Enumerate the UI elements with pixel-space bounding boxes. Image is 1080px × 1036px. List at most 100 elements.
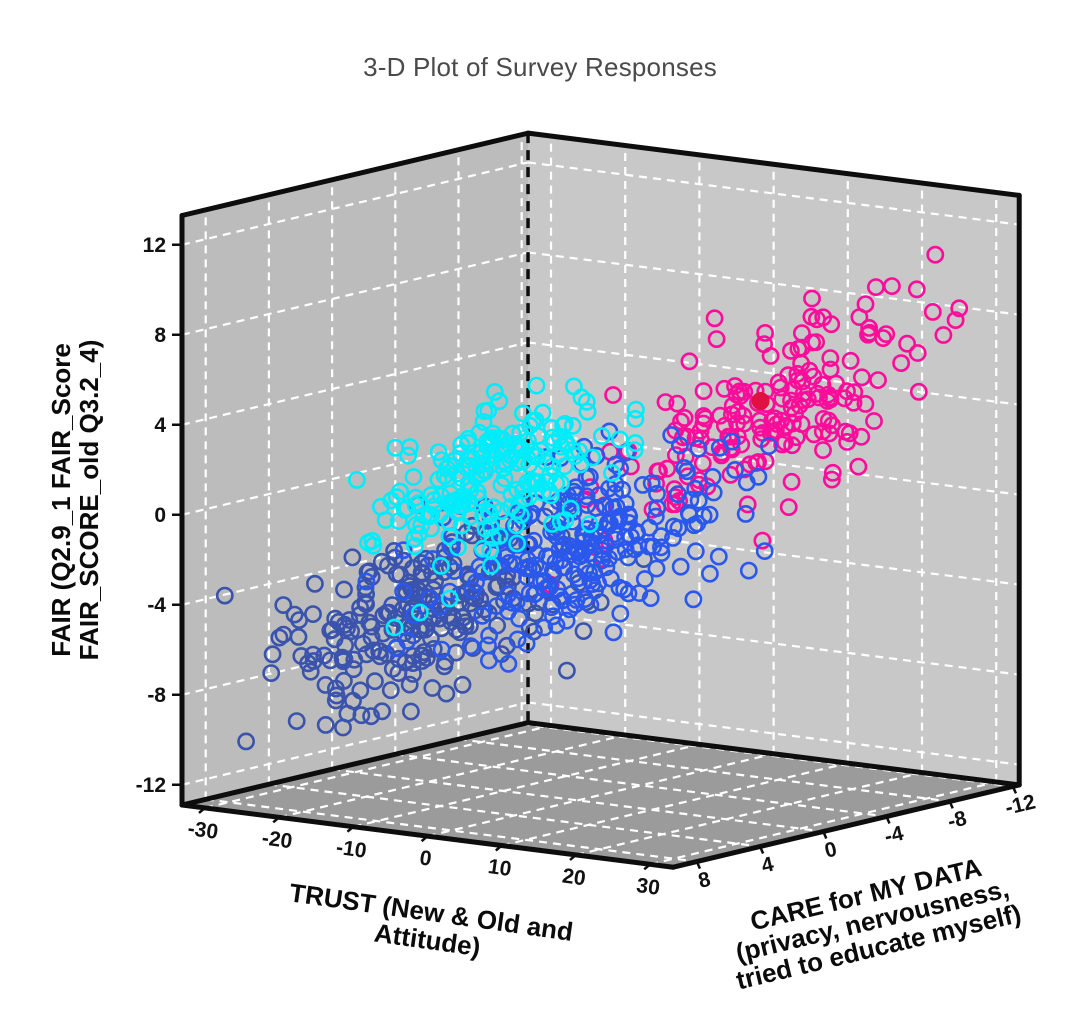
scatter-point bbox=[490, 527, 509, 545]
scatter-point bbox=[641, 589, 660, 607]
scatter-point bbox=[274, 625, 293, 644]
grid-floor-trust bbox=[575, 771, 923, 856]
scatter-point bbox=[753, 531, 772, 550]
scatter-point bbox=[735, 414, 754, 433]
z-axis-label-line1: FAIR (Q2.9_1 FAIR_Score bbox=[46, 343, 76, 657]
scatter-point bbox=[262, 664, 281, 682]
scatter-point bbox=[382, 491, 401, 510]
scatter-point bbox=[383, 660, 402, 678]
scatter-point bbox=[359, 533, 377, 552]
scatter-point bbox=[394, 541, 413, 560]
scatter-point bbox=[493, 444, 512, 463]
scatter-point bbox=[670, 491, 688, 510]
scatter-point bbox=[482, 556, 500, 575]
scatter-point bbox=[606, 455, 625, 474]
scatter-point bbox=[389, 512, 408, 530]
scatter-point bbox=[518, 568, 536, 586]
scatter-point bbox=[629, 536, 648, 554]
x-tick-label: 10 bbox=[487, 855, 513, 881]
scatter-point bbox=[385, 618, 404, 637]
scatter-point bbox=[773, 389, 792, 408]
scatter-point bbox=[849, 457, 868, 476]
scatter-point bbox=[374, 606, 393, 625]
x-tick-mark bbox=[569, 853, 577, 861]
scatter-point bbox=[675, 459, 694, 477]
scatter-point bbox=[440, 589, 459, 608]
scatter-point bbox=[671, 557, 690, 576]
grid-floor-trust bbox=[204, 724, 552, 809]
scatter-point bbox=[737, 473, 756, 492]
scatter-point bbox=[463, 526, 481, 545]
scatter-point bbox=[950, 299, 969, 318]
scatter-point bbox=[819, 411, 838, 430]
scatter-point bbox=[449, 538, 467, 557]
scatter-point bbox=[321, 651, 340, 670]
scatter-point bbox=[625, 441, 644, 460]
scatter-point bbox=[656, 393, 675, 411]
scatter-point bbox=[669, 519, 688, 538]
grid-floor-trust bbox=[649, 780, 997, 866]
scatter-point bbox=[664, 529, 682, 547]
scatter-point bbox=[274, 596, 293, 614]
scatter-point bbox=[442, 539, 461, 557]
scatter-point bbox=[684, 590, 703, 609]
x-axis-label: TRUST (New & Old and Attitude) bbox=[288, 877, 575, 962]
scatter-point bbox=[263, 645, 282, 664]
scatter-point bbox=[492, 476, 511, 494]
scatter-point bbox=[412, 554, 431, 573]
scatter-point bbox=[362, 707, 380, 726]
scatter-point bbox=[580, 515, 599, 533]
grid-left-wall-horizontal bbox=[181, 251, 529, 336]
scatter-point bbox=[394, 582, 412, 601]
scatter-point bbox=[437, 459, 456, 478]
scatter-point bbox=[525, 585, 544, 604]
scatter-point bbox=[502, 447, 521, 466]
scatter-point bbox=[761, 346, 780, 365]
scatter-point bbox=[554, 416, 572, 435]
scatter-point bbox=[923, 302, 942, 321]
x-tick-mark bbox=[495, 844, 503, 852]
scatter-point bbox=[578, 402, 597, 421]
z-tick-label: 0 bbox=[154, 504, 166, 527]
scatter-point bbox=[480, 626, 498, 645]
scatter-point bbox=[790, 396, 809, 415]
scatter-point bbox=[391, 482, 409, 501]
scatter-point bbox=[787, 428, 806, 447]
scatter-point bbox=[633, 475, 652, 494]
scatter-point bbox=[563, 512, 582, 531]
scatter-point bbox=[360, 613, 379, 632]
y-tick-mark bbox=[822, 831, 828, 840]
x-tick-label: 0 bbox=[418, 846, 433, 870]
scatter-point bbox=[499, 654, 518, 673]
scatter-point bbox=[823, 470, 841, 489]
scatter-point bbox=[527, 376, 546, 395]
scatter-point bbox=[490, 392, 509, 411]
scatter-point bbox=[547, 523, 566, 542]
scatter-point bbox=[383, 620, 402, 639]
box-edge bbox=[179, 130, 531, 218]
scatter-point bbox=[751, 418, 770, 437]
scatter-point bbox=[805, 425, 823, 444]
scatter-point bbox=[543, 562, 562, 580]
scatter-point bbox=[678, 462, 696, 481]
scatter-point bbox=[450, 496, 469, 515]
scatter-point bbox=[304, 605, 322, 623]
scatter-point bbox=[489, 557, 507, 575]
scatter-point bbox=[652, 538, 670, 557]
scatter-point bbox=[373, 702, 391, 721]
scatter-point bbox=[422, 486, 441, 504]
scatter-point bbox=[821, 390, 840, 409]
scatter-point bbox=[345, 650, 364, 669]
scatter-point bbox=[736, 505, 755, 523]
scatter-point bbox=[435, 657, 454, 676]
z-tick-label: -12 bbox=[136, 774, 166, 797]
x-tick-label: -30 bbox=[186, 817, 219, 844]
scatter-point bbox=[647, 559, 666, 578]
box-edge bbox=[525, 130, 1022, 198]
scatter-point bbox=[793, 372, 812, 391]
scatter-point bbox=[827, 374, 845, 393]
scatter-point bbox=[370, 642, 388, 661]
grid-right-wall-horizontal bbox=[527, 341, 1020, 406]
grid-left-wall-horizontal bbox=[181, 341, 529, 426]
